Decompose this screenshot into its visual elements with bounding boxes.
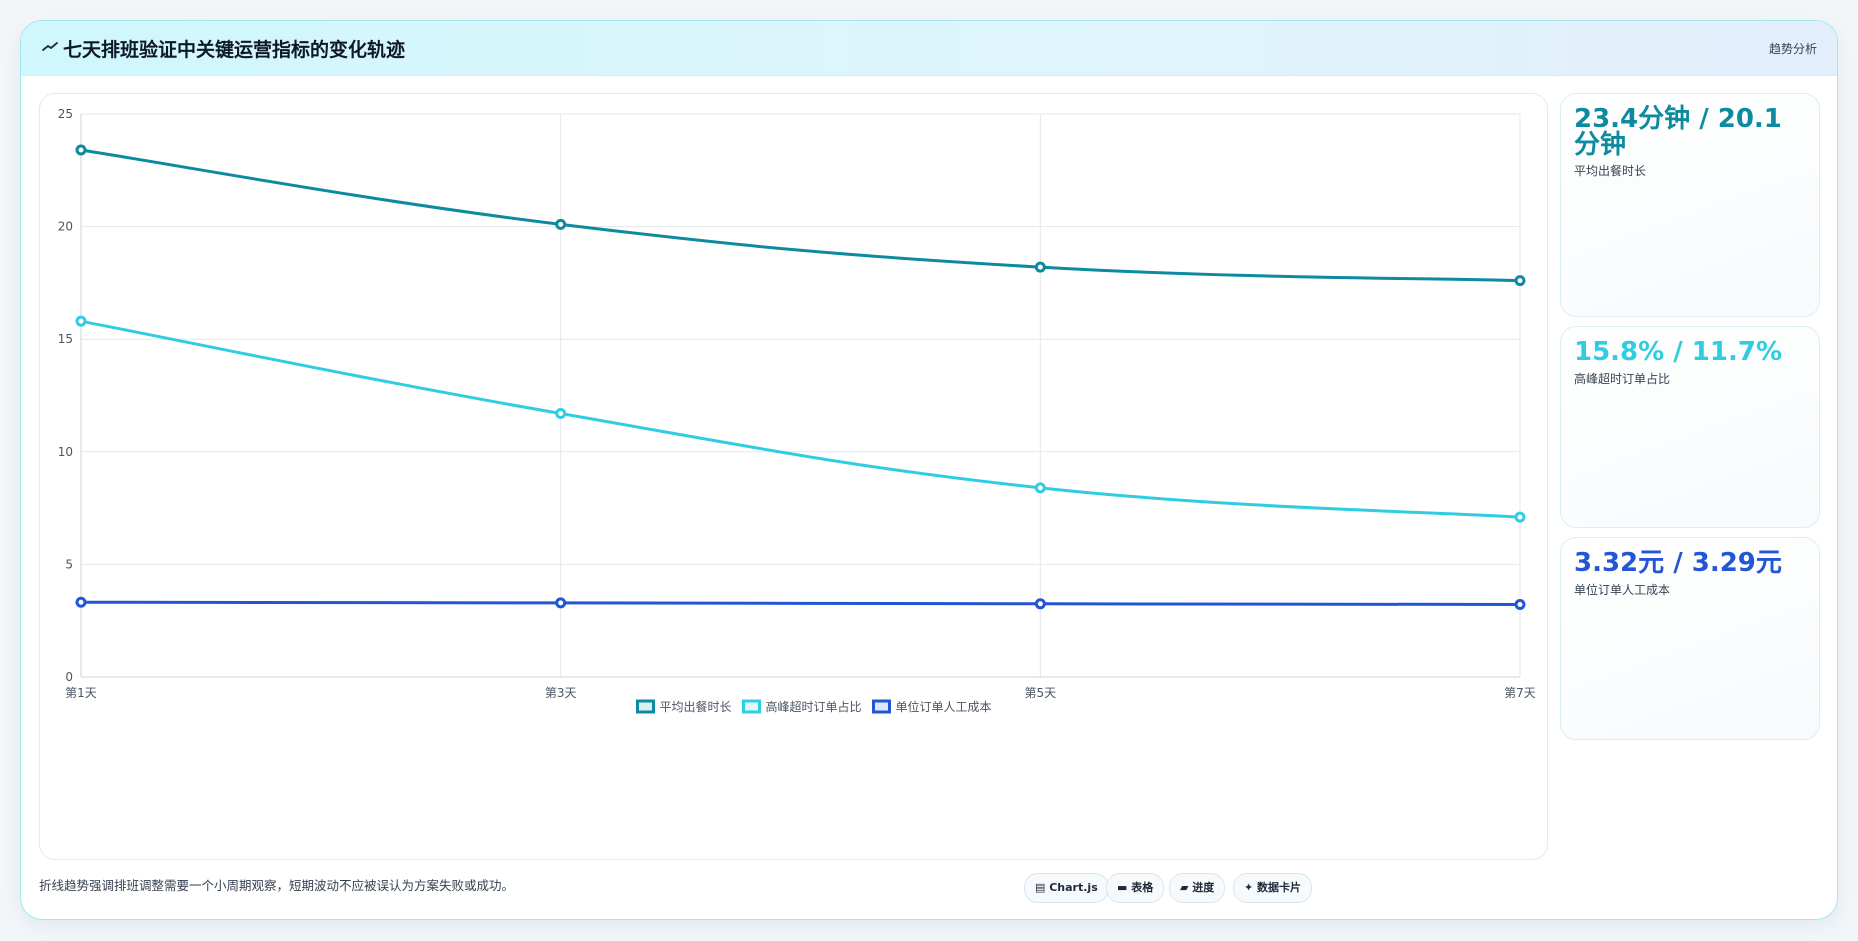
data-point	[75, 596, 87, 608]
data-point	[1514, 511, 1526, 523]
data-point	[1034, 598, 1046, 610]
tag-progress[interactable]: ▰ 进度	[1169, 873, 1226, 903]
x-tick-label: 第7天	[1504, 686, 1536, 700]
y-tick-label: 5	[65, 557, 73, 571]
data-point	[1514, 275, 1526, 287]
metric-value: 3.32元 / 3.29元	[1574, 548, 1782, 578]
data-point	[555, 408, 567, 420]
tag-label: 数据卡片	[1257, 881, 1302, 894]
page-title: 七天排班验证中关键运营指标的变化轨迹	[63, 39, 406, 61]
trend-icon	[42, 42, 58, 51]
trend-panel: 七天排班验证中关键运营指标的变化轨迹 趋势分析 0 5 10 15 20 25 第1天 第3天…	[20, 20, 1838, 920]
series-line-1	[80, 319, 1521, 519]
chart-footnote: 折线趋势强调排班调整需要一个小周期观察，短期波动不应被误认为方案失败或成功。	[39, 878, 515, 893]
panel-header: 七天排班验证中关键运营指标的变化轨迹 趋势分析	[21, 21, 1837, 76]
legend-swatch-0	[636, 699, 655, 714]
tag-data-card[interactable]: ✦ 数据卡片	[1233, 873, 1313, 903]
data-point	[555, 218, 567, 230]
metric-label: 平均出餐时长	[1574, 164, 1647, 178]
y-tick-label: 25	[58, 107, 73, 121]
data-point	[555, 597, 567, 609]
x-tick-label: 第1天	[65, 686, 97, 700]
metric-card-labor-cost: 3.32元 / 3.29元 单位订单人工成本	[1560, 537, 1820, 740]
y-tick-label: 10	[58, 445, 73, 459]
data-point	[1514, 598, 1526, 610]
line-chart-container: 0 5 10 15 20 25 第1天 第3天 第5天 第7天平均出餐时长 高峰超时订单占比 单位订单…	[39, 93, 1548, 860]
section-badge: 趋势分析	[1768, 42, 1817, 56]
tag-table[interactable]: ▬ 表格	[1106, 873, 1165, 903]
series-line-0	[80, 148, 1521, 283]
legend-swatch-1	[742, 699, 761, 714]
data-point	[1034, 482, 1046, 494]
data-point	[75, 315, 87, 327]
legend-label-1: 高峰超时订单占比	[766, 699, 862, 714]
metric-card-duration: 23.4分钟 / 20.1分钟 平均出餐时长	[1560, 93, 1820, 317]
data-point	[1034, 261, 1046, 273]
metric-value: 15.8% / 11.7%	[1574, 337, 1782, 367]
metric-value: 23.4分钟 / 20.1分钟	[1574, 104, 1782, 160]
y-tick-label: 15	[58, 332, 73, 346]
data-point	[75, 144, 87, 156]
tag-label: 表格	[1131, 881, 1154, 894]
y-tick-label: 20	[58, 220, 73, 234]
metric-card-timeout: 15.8% / 11.7% 高峰超时订单占比	[1560, 326, 1820, 528]
tag-chartjs[interactable]: ▤ Chart.js	[1024, 873, 1109, 903]
series-line-2	[80, 600, 1521, 606]
tag-label: 进度	[1192, 881, 1215, 894]
legend-label-0: 平均出餐时长	[660, 699, 732, 714]
metric-label: 单位订单人工成本	[1574, 583, 1671, 597]
x-tick-label: 第3天	[545, 686, 577, 700]
legend-swatch-2	[872, 699, 891, 714]
metric-label: 高峰超时订单占比	[1574, 372, 1671, 386]
x-tick-label: 第5天	[1025, 686, 1057, 700]
y-tick-label: 0	[65, 670, 73, 684]
legend-label-2: 单位订单人工成本	[896, 699, 992, 714]
tag-label: Chart.js	[1049, 881, 1098, 894]
